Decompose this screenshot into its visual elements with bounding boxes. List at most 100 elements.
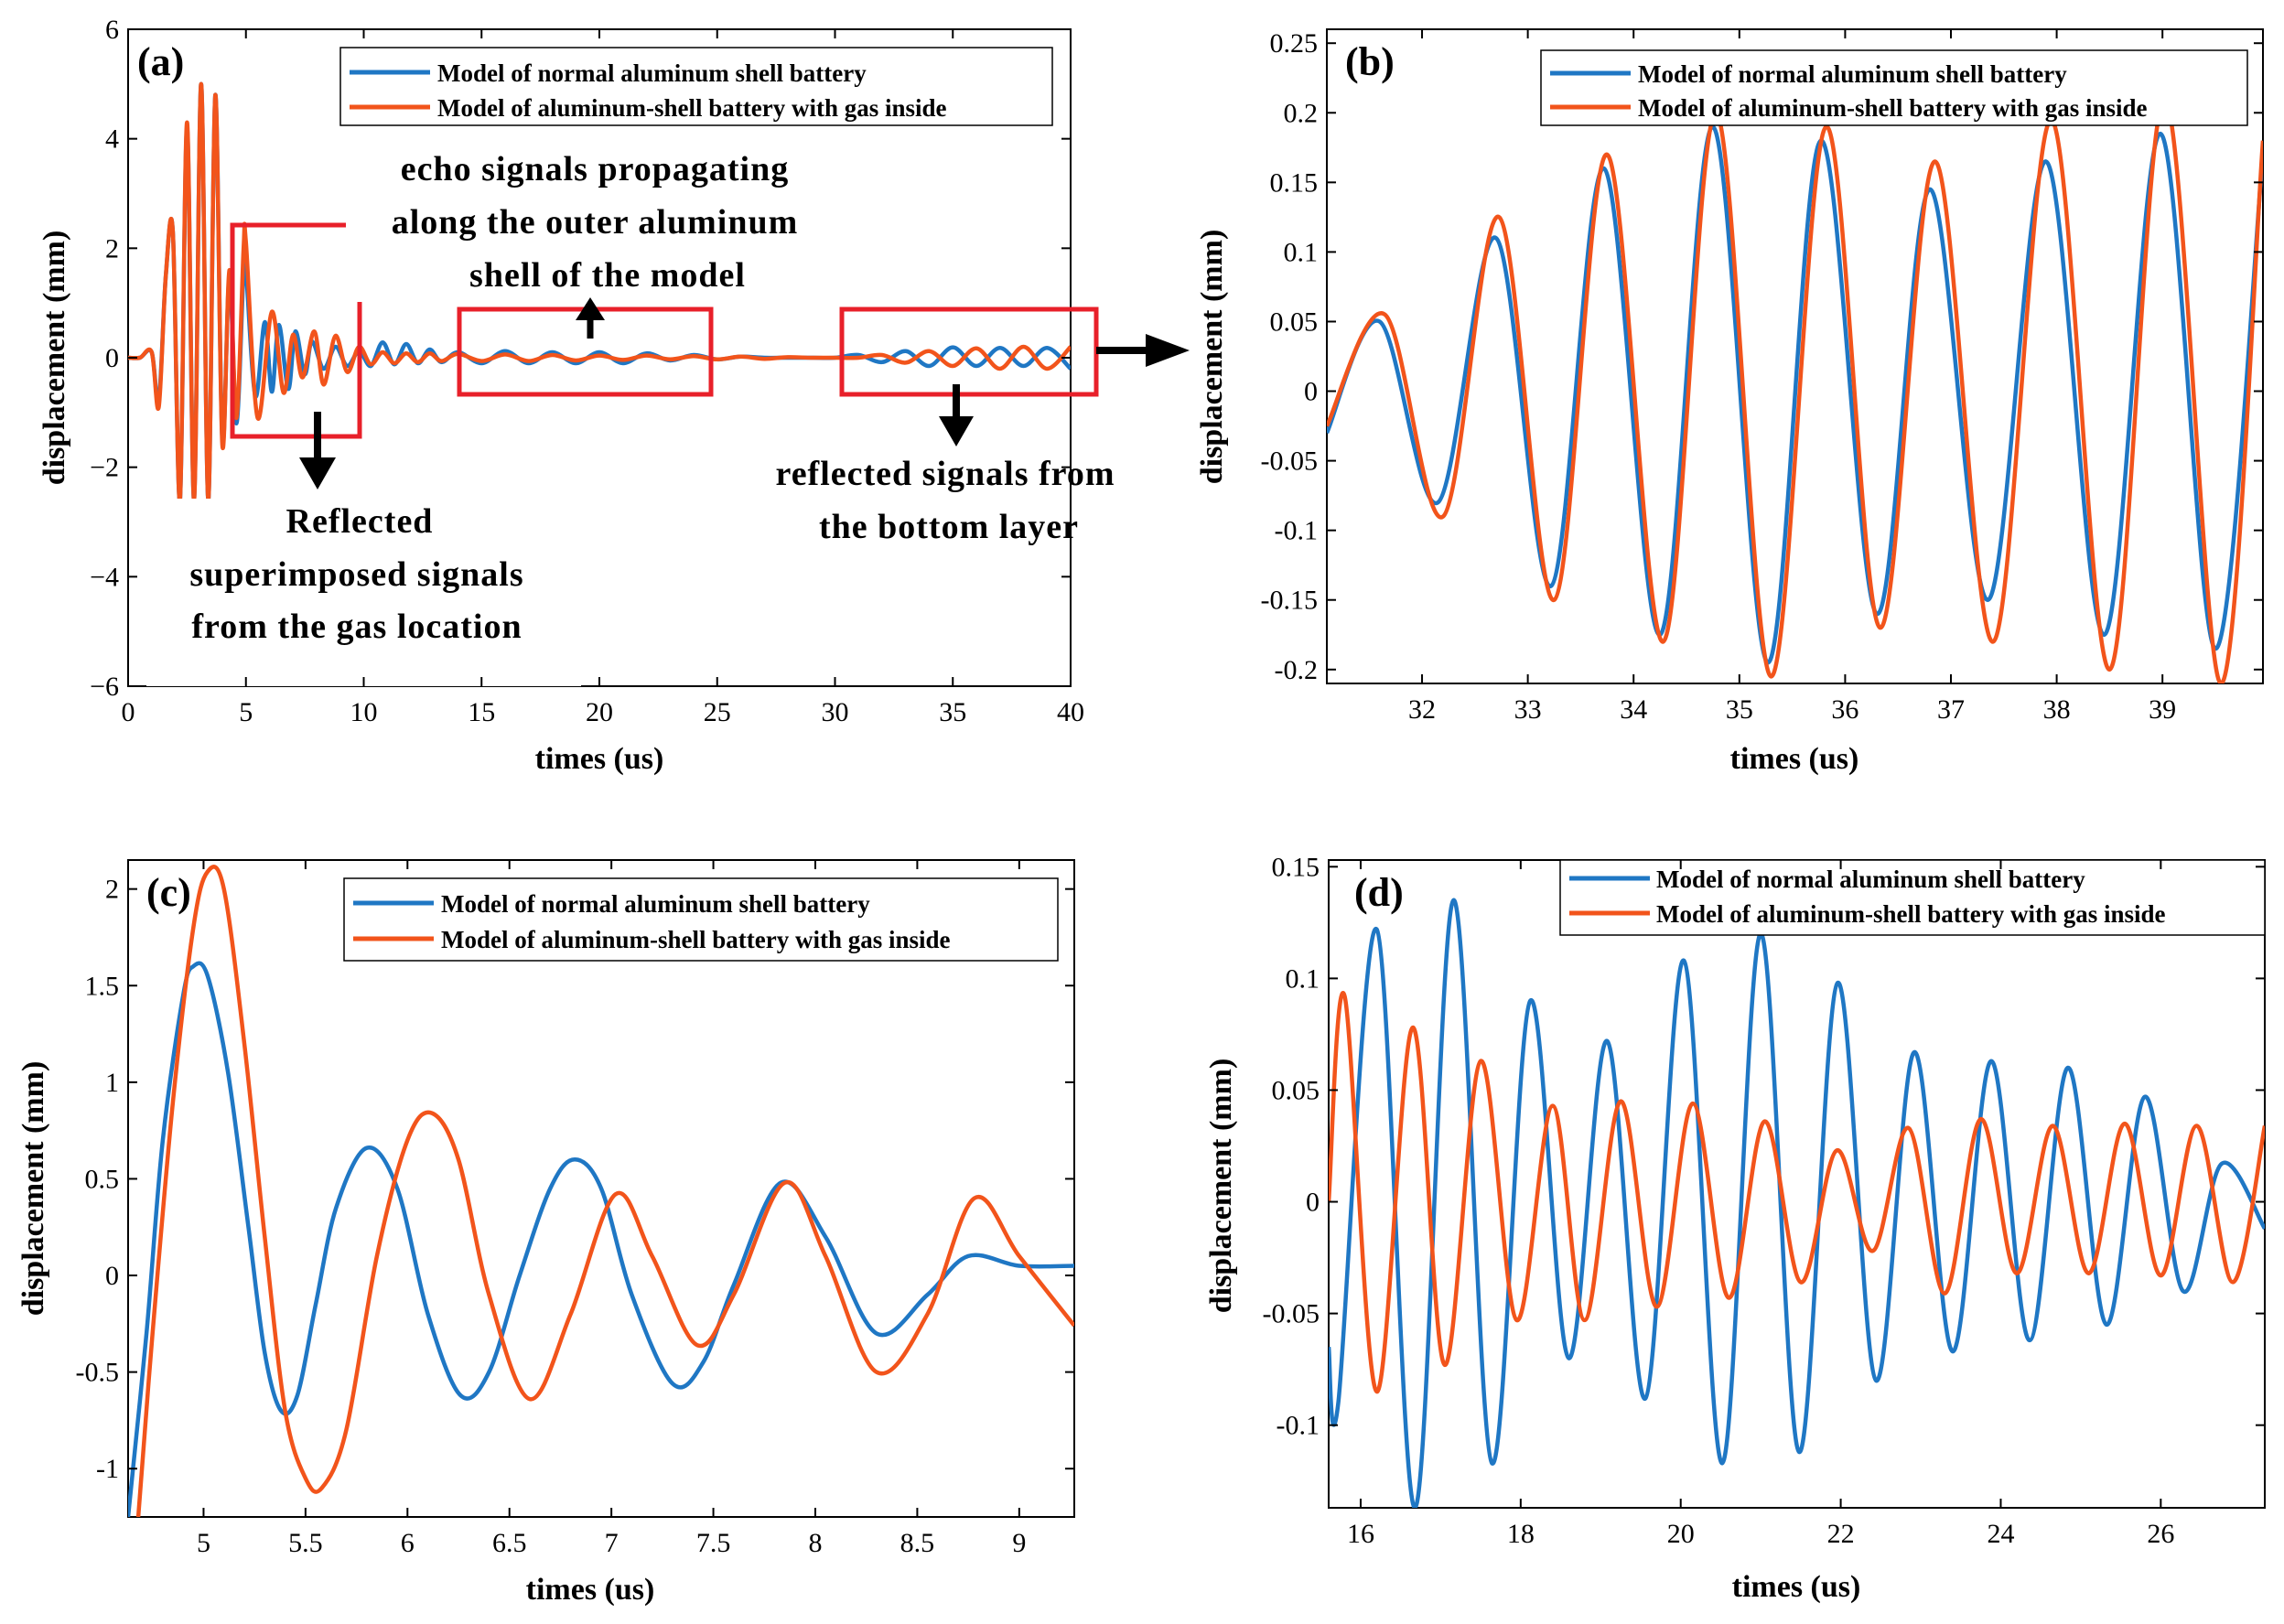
bottom-annotation-line-1: reflected signals from xyxy=(776,455,1115,493)
xtick-label-b-1: 33 xyxy=(1514,694,1542,725)
ytick-label-b-6: 0.1 xyxy=(1284,237,1319,267)
xtick-label-a-1: 5 xyxy=(239,697,253,727)
ytick-label-d-5: 0.15 xyxy=(1272,852,1320,882)
plot-frame-b xyxy=(1326,28,2264,684)
legend-b: Model of normal aluminum shell battery M… xyxy=(1540,49,2248,126)
ytick-label-c-1: -0.5 xyxy=(76,1358,120,1388)
ytick-label-b-9: 0.25 xyxy=(1270,28,1319,59)
ytick-label-d-2: 0 xyxy=(1306,1188,1320,1218)
ytick-label-d-1: -0.05 xyxy=(1263,1299,1320,1329)
echo-annotation-line-2: along the outer aluminum xyxy=(392,203,799,242)
xtick-label-c-5: 7.5 xyxy=(696,1528,731,1558)
ytick-label-d-3: 0.05 xyxy=(1272,1075,1320,1105)
series-gas-a xyxy=(128,81,1071,503)
gas-annotation-line-1: Reflected xyxy=(286,502,434,541)
bottom-annotation-line-2: the bottom layer xyxy=(819,508,1079,546)
xtick-label-c-0: 5 xyxy=(197,1528,210,1558)
ytick-label-a-6: 6 xyxy=(105,15,119,45)
echo-annotation-line-3: shell of the model xyxy=(469,256,746,295)
panel-d: (d) Model of normal aluminum shell batte… xyxy=(1204,852,2266,1604)
gas-annotation-line-2: superimposed signals xyxy=(189,555,523,594)
xtick-label-b-7: 39 xyxy=(2149,694,2176,725)
ylabel-c: displacement (mm) xyxy=(16,1061,50,1317)
ylabel-b: displacement (mm) xyxy=(1195,230,1229,485)
panel-a: (a) Model of normal aluminum shell batte… xyxy=(38,15,1190,776)
plot-frame-d xyxy=(1328,859,2266,1509)
ytick-label-a-2: −2 xyxy=(90,453,119,483)
xlabel-b: times (us) xyxy=(1730,742,1859,776)
xtick-label-c-3: 6.5 xyxy=(492,1528,527,1558)
ytick-label-d-4: 0.1 xyxy=(1286,963,1320,994)
xtick-label-a-6: 30 xyxy=(822,697,849,727)
plot-area-d xyxy=(1329,898,2265,1508)
xtick-label-a-5: 25 xyxy=(704,697,731,727)
ytick-label-b-8: 0.2 xyxy=(1284,98,1319,128)
xtick-label-c-6: 8 xyxy=(808,1528,822,1558)
xtick-label-c-7: 8.5 xyxy=(900,1528,935,1558)
echo-annotation-line-1: echo signals propagating xyxy=(401,150,789,188)
legend-label-normal-a: Model of normal aluminum shell battery xyxy=(437,59,867,87)
xtick-label-b-4: 36 xyxy=(1831,694,1858,725)
xtick-label-d-5: 26 xyxy=(2147,1519,2174,1549)
legend-label-normal-b: Model of normal aluminum shell battery xyxy=(1638,60,2067,88)
ytick-label-b-0: -0.2 xyxy=(1275,655,1319,685)
ytick-label-b-1: -0.15 xyxy=(1261,586,1319,616)
ytick-label-c-5: 1.5 xyxy=(85,971,120,1001)
series-gas-d xyxy=(1329,991,2265,1394)
ytick-label-a-5: 4 xyxy=(105,124,119,155)
legend-box-c xyxy=(343,877,1059,962)
arrow-down-bottom xyxy=(939,384,974,446)
ytick-label-a-4: 2 xyxy=(105,233,119,263)
xtick-label-b-2: 34 xyxy=(1620,694,1647,725)
ytick-label-a-1: −4 xyxy=(90,562,119,592)
xtick-label-a-3: 15 xyxy=(468,697,495,727)
ytick-label-a-0: −6 xyxy=(90,672,119,702)
legend-label-normal-d: Model of normal aluminum shell battery xyxy=(1656,866,2085,893)
xlabel-c: times (us) xyxy=(526,1573,655,1607)
annotation-background xyxy=(146,499,581,686)
arrow-right-to-panel-b xyxy=(1096,334,1190,367)
plot-area-c xyxy=(128,865,1074,1517)
xtick-label-b-3: 35 xyxy=(1726,694,1753,725)
xtick-label-c-4: 7 xyxy=(605,1528,619,1558)
xtick-label-a-8: 40 xyxy=(1057,697,1084,727)
legend-box-b xyxy=(1540,49,2248,126)
panel-label-d: (d) xyxy=(1354,870,1404,915)
xtick-label-a-4: 20 xyxy=(586,697,613,727)
xlabel-a: times (us) xyxy=(535,742,664,776)
gas-annotation-line-3: from the gas location xyxy=(191,608,522,646)
legend-label-normal-c: Model of normal aluminum shell battery xyxy=(441,890,870,918)
legend-label-gas-d: Model of aluminum-shell battery with gas… xyxy=(1656,900,2166,928)
xtick-label-a-2: 10 xyxy=(350,697,378,727)
ytick-label-b-4: 0 xyxy=(1304,377,1318,407)
ytick-label-b-2: -0.1 xyxy=(1275,516,1319,546)
ytick-label-c-2: 0 xyxy=(105,1261,119,1291)
xtick-label-b-0: 32 xyxy=(1408,694,1436,725)
ytick-label-c-6: 2 xyxy=(105,875,119,905)
xtick-label-b-6: 38 xyxy=(2043,694,2071,725)
ytick-label-d-0: -0.1 xyxy=(1277,1411,1320,1441)
legend-a: Model of normal aluminum shell battery M… xyxy=(339,47,1053,126)
legend-c: Model of normal aluminum shell battery M… xyxy=(343,877,1059,962)
legend-label-gas-c: Model of aluminum-shell battery with gas… xyxy=(441,926,951,953)
series-gas-c xyxy=(135,865,1074,1517)
xtick-label-b-5: 37 xyxy=(1937,694,1965,725)
xtick-label-a-7: 35 xyxy=(939,697,966,727)
ylabel-d: displacement (mm) xyxy=(1204,1059,1238,1314)
xtick-label-d-1: 18 xyxy=(1507,1519,1535,1549)
panel-label-b: (b) xyxy=(1345,39,1395,84)
ytick-label-c-3: 0.5 xyxy=(85,1164,120,1194)
xtick-label-c-1: 5.5 xyxy=(288,1528,323,1558)
ytick-label-b-3: -0.05 xyxy=(1261,446,1319,477)
ytick-label-b-7: 0.15 xyxy=(1270,167,1319,198)
ytick-label-a-3: 0 xyxy=(105,343,119,373)
panel-label-c: (c) xyxy=(146,870,191,915)
xtick-label-d-4: 24 xyxy=(1987,1519,2014,1549)
arrow-up-echo xyxy=(576,297,605,339)
xtick-label-a-0: 0 xyxy=(122,697,135,727)
xtick-label-c-8: 9 xyxy=(1012,1528,1026,1558)
xtick-label-c-2: 6 xyxy=(401,1528,415,1558)
xtick-label-d-3: 22 xyxy=(1827,1519,1855,1549)
